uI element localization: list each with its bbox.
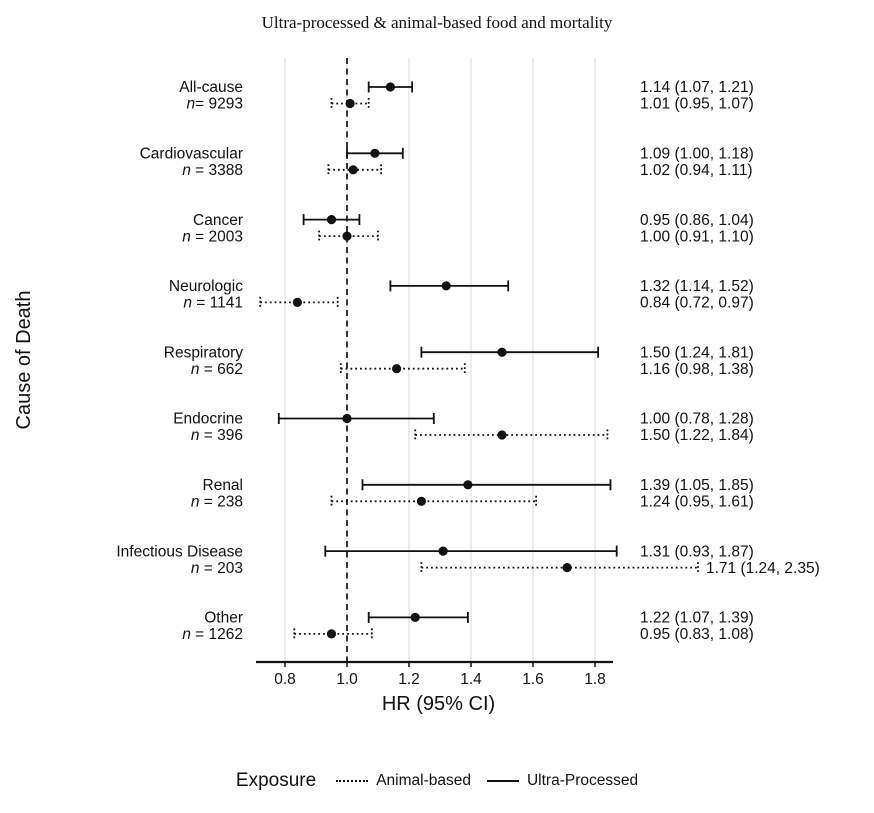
- n-label: n = 203: [191, 560, 243, 577]
- hr-value-animal: 1.02 (0.94, 1.11): [640, 162, 753, 179]
- point-ultra: [463, 480, 473, 490]
- point-ultra: [342, 413, 352, 424]
- y-axis-title: Cause of Death: [13, 291, 35, 430]
- x-tick-label: 1.6: [522, 671, 544, 688]
- n-label: n = 2003: [182, 228, 243, 245]
- x-tick-label: 1.4: [460, 671, 482, 688]
- hr-value-animal: 1.16 (0.98, 1.38): [640, 361, 754, 378]
- hr-value-animal: 0.95 (0.83, 1.08): [640, 626, 754, 643]
- point-animal: [292, 297, 302, 307]
- n-label: n = 662: [191, 361, 243, 378]
- hr-value-ultra: 1.39 (1.05, 1.85): [640, 477, 754, 494]
- point-ultra: [326, 215, 337, 225]
- hr-value-ultra: 1.09 (1.00, 1.18): [640, 146, 754, 163]
- hr-value-ultra: 1.00 (0.78, 1.28): [640, 411, 754, 428]
- hr-value-ultra: 1.32 (1.14, 1.52): [640, 278, 754, 295]
- point-animal: [416, 496, 426, 506]
- category-label: Respiratory: [164, 344, 243, 361]
- point-animal: [562, 563, 572, 573]
- n-label: n = 1141: [183, 295, 243, 312]
- point-animal: [392, 364, 402, 374]
- point-ultra: [497, 347, 507, 357]
- x-axis-title: HR (95% CI): [382, 693, 495, 715]
- n-label: n = 3388: [182, 162, 243, 179]
- x-tick-label: 1.2: [398, 671, 420, 688]
- legend-item-ultra-processed: Ultra-Processed: [486, 772, 639, 790]
- hr-value-ultra: 0.95 (0.86, 1.04): [640, 212, 754, 229]
- category-label: Other: [204, 610, 243, 627]
- dotted-line-icon: [336, 780, 369, 782]
- n-label: n = 238: [191, 494, 243, 511]
- point-animal: [348, 165, 358, 175]
- category-label: Infectious Disease: [116, 543, 243, 560]
- hr-value-ultra: 1.22 (1.07, 1.39): [640, 610, 754, 627]
- legend: Exposure Animal-based Ultra-Processed: [0, 770, 874, 792]
- category-label: Renal: [203, 477, 244, 494]
- chart-title: Ultra-processed & animal-based food and …: [261, 13, 613, 32]
- hr-value-animal: 1.71 (1.24, 2.35): [706, 560, 820, 577]
- point-ultra: [410, 612, 420, 623]
- solid-line-icon: [486, 780, 519, 782]
- category-label: Neurologic: [169, 278, 243, 295]
- hr-value-animal: 1.00 (0.91, 1.10): [640, 228, 754, 245]
- category-label: Endocrine: [173, 411, 243, 428]
- legend-label-animal-based: Animal-based: [376, 772, 471, 789]
- n-label: n = 1262: [182, 626, 243, 643]
- point-animal: [497, 430, 507, 440]
- category-label: Cancer: [193, 212, 243, 229]
- point-animal: [326, 629, 337, 639]
- hr-value-ultra: 1.50 (1.24, 1.81): [640, 344, 754, 361]
- x-tick-label: 1.0: [336, 671, 358, 688]
- point-animal: [342, 231, 352, 241]
- point-ultra: [370, 148, 380, 158]
- x-tick-label: 0.8: [274, 671, 296, 688]
- hr-value-animal: 1.24 (0.95, 1.61): [640, 494, 754, 511]
- hr-value-animal: 1.50 (1.22, 1.84): [640, 427, 754, 444]
- category-label: Cardiovascular: [140, 146, 243, 163]
- n-label: n = 396: [191, 427, 243, 444]
- hr-value-animal: 1.01 (0.95, 1.07): [640, 96, 754, 113]
- legend-item-animal-based: Animal-based: [336, 772, 471, 790]
- legend-label-ultra-processed: Ultra-Processed: [526, 772, 639, 789]
- legend-title: Exposure: [235, 770, 317, 791]
- point-ultra: [441, 281, 451, 291]
- hr-value-ultra: 1.31 (0.93, 1.87): [640, 543, 754, 560]
- hr-value-ultra: 1.14 (1.07, 1.21): [640, 79, 754, 96]
- point-ultra: [438, 546, 448, 556]
- n-label: n= 9293: [187, 96, 243, 113]
- hr-value-animal: 0.84 (0.72, 0.97): [640, 295, 754, 312]
- point-animal: [345, 98, 355, 109]
- category-label: All-cause: [179, 79, 243, 96]
- point-ultra: [385, 82, 395, 92]
- x-tick-label: 1.8: [584, 671, 606, 688]
